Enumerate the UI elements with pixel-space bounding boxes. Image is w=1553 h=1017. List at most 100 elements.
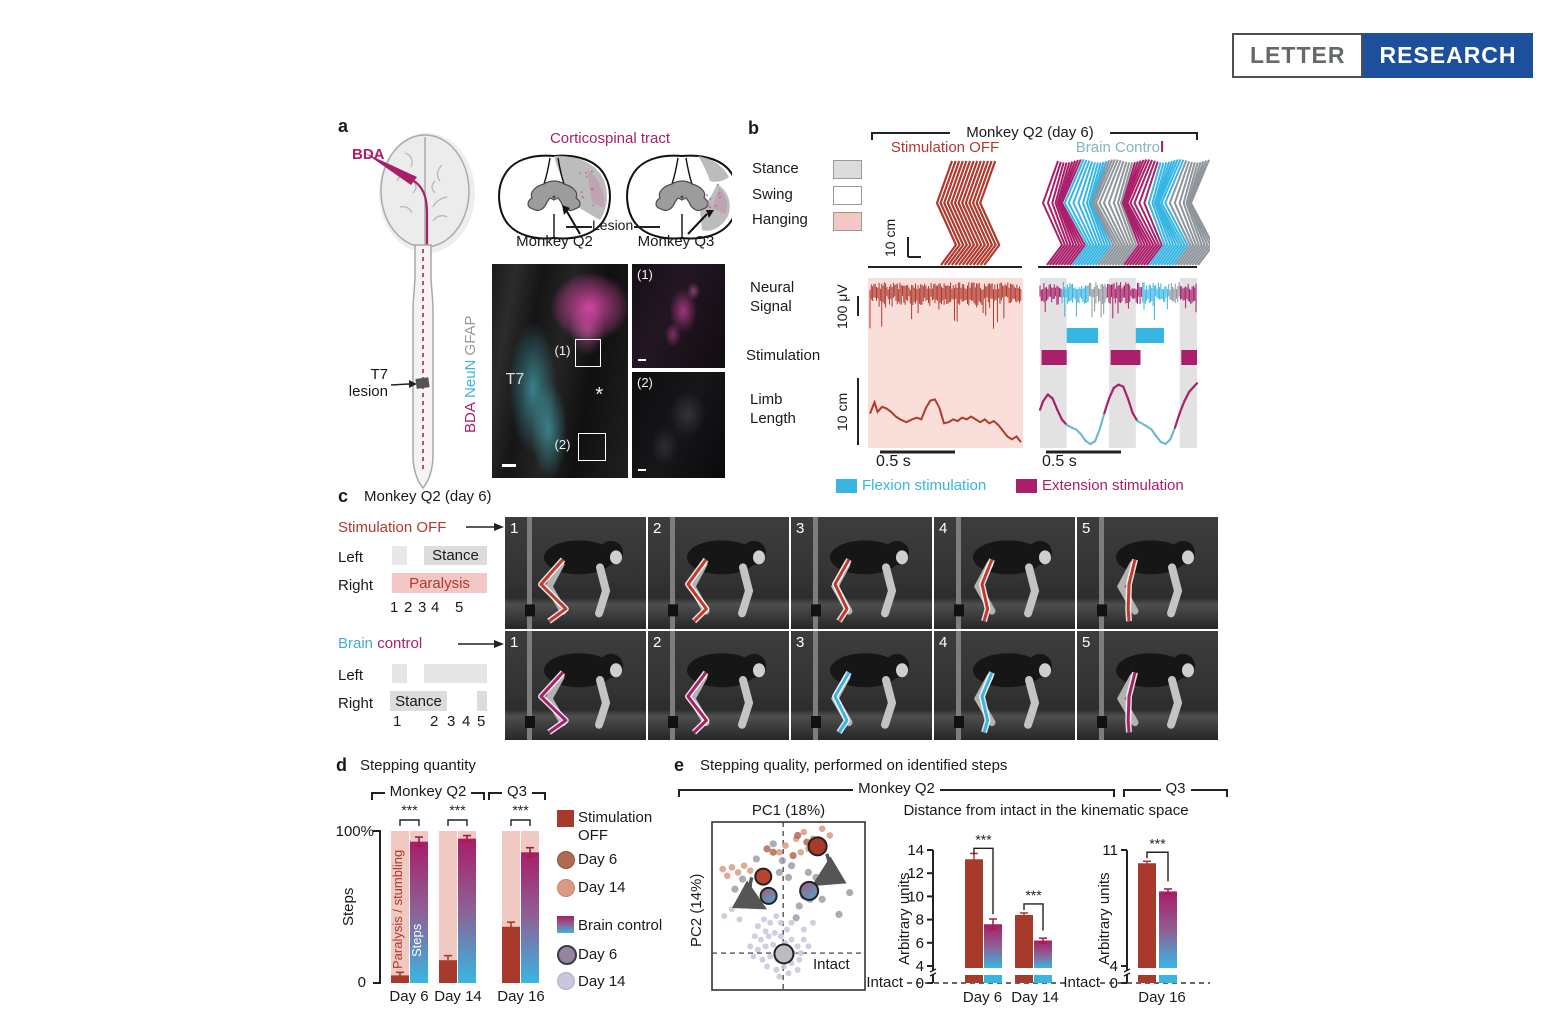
legend-off-day6-label: Day 6 [578, 851, 618, 868]
gray-steps-point [804, 868, 812, 876]
off-frame-num-4: 4 [431, 599, 440, 616]
bc-left-box-small [392, 664, 407, 683]
lesion-region [700, 184, 730, 231]
off-right-label: Right [338, 577, 374, 594]
intact-steps-point [751, 933, 758, 940]
extension-swatch [1016, 479, 1037, 493]
lesion-arrowhead [706, 210, 714, 218]
frame-scene [811, 631, 909, 740]
stick-leg-bc [1091, 159, 1115, 266]
treadmill-pole [956, 517, 961, 629]
bc-frame-num-2: 2 [430, 713, 439, 730]
sig-stars: *** [1149, 835, 1166, 851]
limb-scale-label: 10 cm [834, 392, 850, 432]
frame-scene [954, 631, 1052, 740]
stick-leg-bc [1188, 161, 1209, 266]
monkey-front-leg [738, 563, 754, 618]
e-q2-xlabel-day14: Day 14 [1011, 989, 1059, 1006]
limb-length-trace-bc [1169, 426, 1177, 441]
bc-right-box-small [477, 691, 487, 711]
bracket-monkey-q2-text: Monkey Q2 [389, 783, 467, 800]
stick-leg-off [968, 160, 990, 266]
off-frame-num-1: 1 [390, 599, 399, 616]
stick-leg-off [961, 160, 983, 266]
legend-brain-control-label: Brain control [578, 917, 663, 934]
off-day6-steps-point [769, 848, 777, 856]
stick-leg-bc [1054, 162, 1072, 266]
stick-leg-bc [1059, 159, 1083, 266]
pca-scatter-plot [711, 821, 866, 991]
monkey-face [1182, 550, 1194, 565]
column-stim-off-title: Stimulation OFF [890, 139, 1000, 156]
legend-off-day6-marker [557, 851, 575, 869]
frame-number: 4 [939, 634, 948, 651]
stick-scale-label: 10 cm [882, 218, 898, 258]
stain-gfap: GFAP [462, 315, 479, 356]
bc-bar-steps [410, 841, 428, 983]
frame-scene [1097, 517, 1195, 629]
pole-clamp [954, 604, 964, 617]
distance-title: Distance from intact in the kinematic sp… [903, 802, 1189, 819]
sig-bracket [1146, 851, 1169, 882]
limb-length-trace-bc [1183, 390, 1191, 403]
gray-steps-point [784, 873, 793, 882]
t7-arrowhead [409, 380, 417, 388]
pole-clamp [525, 716, 535, 729]
intact-steps-point [800, 926, 807, 933]
micrograph-inset-2: (2) [632, 372, 725, 478]
monkey-face [1039, 663, 1051, 678]
off-bar-below-break [1015, 975, 1033, 983]
intact-steps-point [754, 946, 761, 953]
bc-bar-below-break [984, 975, 1002, 983]
legend-bc-day6-marker [557, 945, 577, 965]
video-frame-off-3: 3 [791, 517, 932, 629]
legend-stim-off-label2: OFF [578, 827, 608, 844]
monkey-face [1182, 663, 1194, 678]
e-q3-xlabel-day16: Day 16 [1138, 989, 1186, 1006]
gait-legend-swing-swatch [833, 186, 862, 205]
gray-steps-point [835, 910, 843, 918]
bda-speck [590, 170, 593, 173]
sig-bracket [447, 819, 468, 826]
extension-stim-bar [1181, 350, 1197, 365]
intact-steps-point [759, 956, 766, 963]
video-frame-bc-2: 2 [648, 631, 789, 740]
panel-b-graphics [857, 132, 1210, 454]
stick-leg-bc [1123, 160, 1146, 266]
d-ytick-100: 100% [335, 823, 374, 840]
cst-title: Corticospinal tract [549, 130, 671, 147]
frame-number: 5 [1082, 634, 1091, 651]
intact-steps-point [773, 966, 780, 973]
bc-title-control: control [377, 635, 423, 652]
y-tick-label: 8 [916, 912, 924, 929]
sig-stars: *** [449, 802, 466, 818]
off-day6-steps-point [789, 852, 797, 860]
off-day14-steps-point [740, 862, 748, 869]
bc-frame-num-3: 3 [447, 713, 456, 730]
lesion-region [712, 188, 727, 214]
intact-steps-point [750, 953, 757, 960]
stick-leg-bc [1189, 159, 1210, 266]
intact-steps-point [785, 970, 792, 977]
off-day6-steps-point [763, 845, 771, 853]
video-frame-off-4: 4 [934, 517, 1075, 629]
intact-steps-point [757, 936, 764, 943]
stick-leg-bc [1151, 162, 1169, 266]
bda-speck [581, 195, 584, 198]
sig-bracket [399, 819, 420, 826]
e-bracket-monkey-q2-text: Monkey Q2 [858, 780, 935, 797]
leg-tracking-overlay [1126, 559, 1137, 622]
limb-length-trace-bc [1173, 411, 1181, 429]
d-xlabel-day6: Day 6 [389, 988, 429, 1005]
stick-leg-bc [1138, 160, 1160, 266]
lesion-arrow-line [565, 209, 581, 235]
distance-chart-q2: 1412108640****** [907, 831, 1065, 992]
off-day14-steps-point [719, 865, 727, 873]
treadmill-pole [670, 631, 675, 740]
monkey-face [610, 550, 622, 565]
gray-steps-point [846, 888, 854, 897]
intact-steps-point [805, 943, 812, 950]
brain-control-title-magenta: l [1160, 139, 1165, 156]
panel-d-title: Stepping quantity [360, 757, 476, 774]
